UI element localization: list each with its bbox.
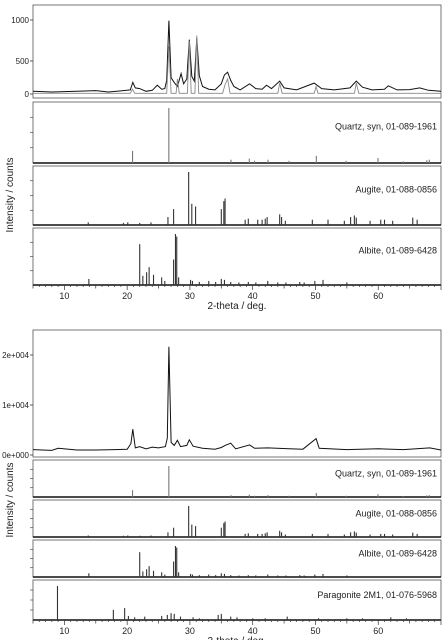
x-tick-label: 40 [248, 291, 258, 301]
phase-label: Albite, 01-089-6428 [358, 549, 437, 559]
x-tick-label: 20 [122, 626, 132, 636]
phase-label: Augite, 01-088-0856 [355, 185, 437, 195]
calculated-pattern-line [33, 35, 441, 94]
chart-1: 0 500 1000 Quartz, syn, 01-089-1961 Augite, … [5, 4, 442, 312]
x-tick-label: 40 [248, 626, 258, 636]
phase-panel-frame [32, 101, 442, 164]
observed-pattern-line [32, 346, 442, 451]
x-tick-label: 50 [310, 626, 320, 636]
phase-panel-1: Quartz, syn, 01-089-1961 [30, 101, 442, 164]
pattern-panel-frame [32, 329, 442, 458]
phase-panel-3: Albite, 01-089-6428 [30, 539, 442, 578]
phase-panel-frame [32, 227, 442, 286]
phase-label: Augite, 01-088-0856 [355, 509, 437, 519]
phase-label: Paragonite 2M1, 01-076-5968 [317, 590, 437, 600]
y-tick-label: 1000 [11, 16, 29, 25]
x-tick-label: 30 [185, 291, 195, 301]
y-tick-label: 2e+004 [2, 351, 29, 360]
phase-label: Quartz, syn, 01-089-1961 [335, 469, 437, 479]
x-tick-label: 60 [373, 291, 383, 301]
phase-panel-1: Quartz, syn, 01-089-1961 [30, 459, 442, 498]
observed-pattern-line [32, 20, 442, 93]
phase-panel-2: Augite, 01-088-0856 [30, 499, 442, 538]
phase-panel-frame [32, 165, 442, 226]
x-axis-label: 2-theta / deg. [208, 636, 267, 640]
x-tick-label: 10 [59, 291, 69, 301]
y-tick-label: 0 [25, 90, 30, 99]
x-tick-label: 30 [185, 626, 195, 636]
phase-panel-frame [32, 579, 442, 621]
phase-label: Quartz, syn, 01-089-1961 [335, 121, 437, 131]
y-axis-label: Intensity / counts [5, 462, 16, 537]
phase-panel-3: Albite, 01-089-6428 [30, 227, 442, 286]
pattern-panel-frame [32, 4, 442, 99]
y-axis-label: Intensity / counts [5, 157, 16, 232]
x-tick-label: 10 [59, 626, 69, 636]
x-tick-label: 50 [310, 291, 320, 301]
x-axis-label: 2-theta / deg. [208, 301, 267, 312]
phase-label: Albite, 01-089-6428 [358, 246, 437, 256]
x-tick-label: 60 [373, 626, 383, 636]
chart-2: 0e+000 1e+004 2e+004 Quartz, syn, 01-089-19… [2, 329, 442, 640]
y-tick-label: 500 [16, 57, 30, 66]
x-tick-label: 20 [122, 291, 132, 301]
y-tick-label: 1e+004 [2, 401, 29, 410]
phase-panel-2: Augite, 01-088-0856 [30, 165, 442, 226]
phase-panel-4: Paragonite 2M1, 01-076-5968 [30, 579, 442, 621]
y-tick-label: 0e+000 [2, 451, 29, 460]
